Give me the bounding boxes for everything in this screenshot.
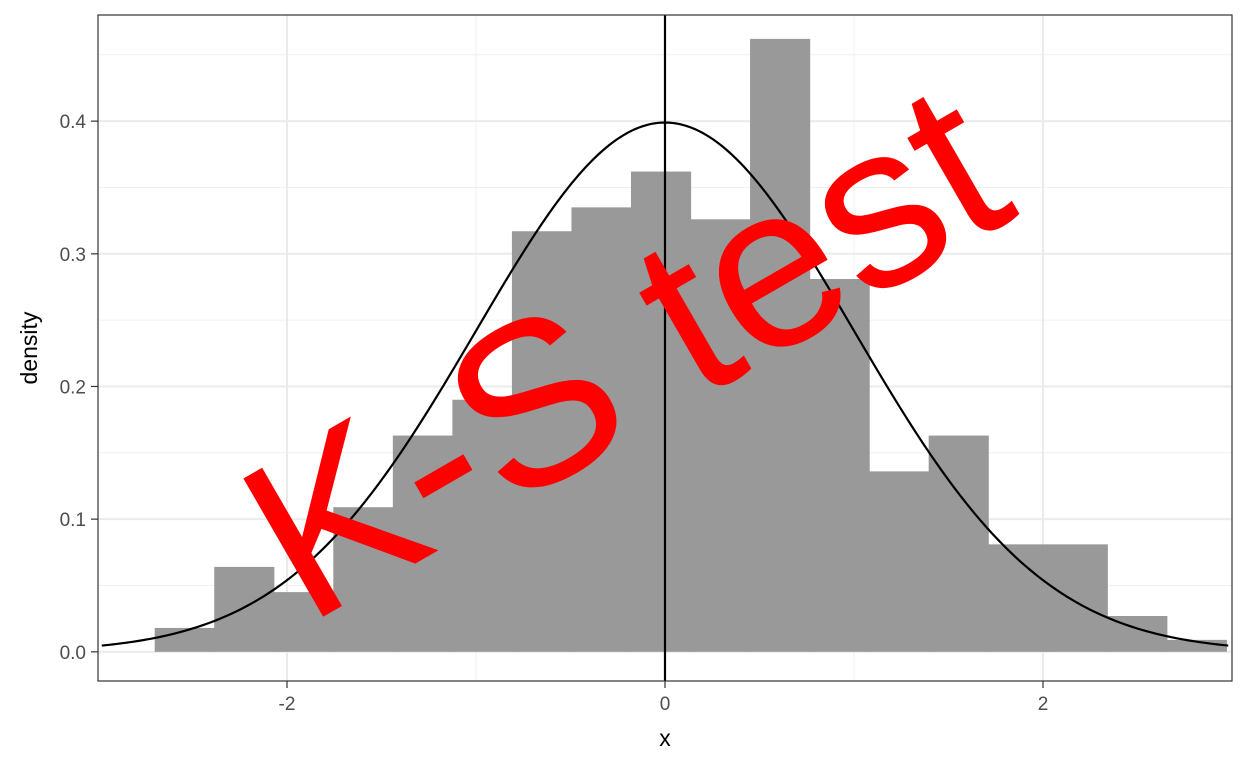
x-tick-label: -2 [279,694,296,715]
histogram-bar [690,219,751,652]
histogram-bar [511,231,573,652]
histogram-bar [452,399,513,652]
histogram-bar [392,435,453,652]
y-axis-ticks: 0.0 0.1 0.2 0.3 0.4 [60,112,98,664]
histogram-bar [571,207,632,652]
x-axis-title: x [659,725,671,751]
y-tick-label: 0.4 [60,112,87,133]
y-tick-label: 0.0 [60,643,86,664]
histogram-bar [988,544,1049,652]
x-axis-ticks: -2 0 2 [279,681,1049,715]
histogram-bar [869,471,930,652]
histogram-bar [750,38,811,652]
histogram-bar [1166,639,1227,652]
x-tick-label: 0 [660,694,671,715]
histogram-bar [928,435,989,652]
y-tick-label: 0.1 [60,510,86,531]
histogram-bar [630,171,692,652]
y-tick-label: 0.3 [60,245,86,266]
y-tick-label: 0.2 [60,377,86,398]
x-tick-label: 2 [1038,694,1049,715]
histogram-bar [1047,544,1108,652]
histogram-bars [154,38,1227,652]
y-axis-title: density [16,311,42,384]
histogram-bar [273,592,334,652]
histogram-bar [333,507,394,652]
histogram-bar [214,566,275,652]
